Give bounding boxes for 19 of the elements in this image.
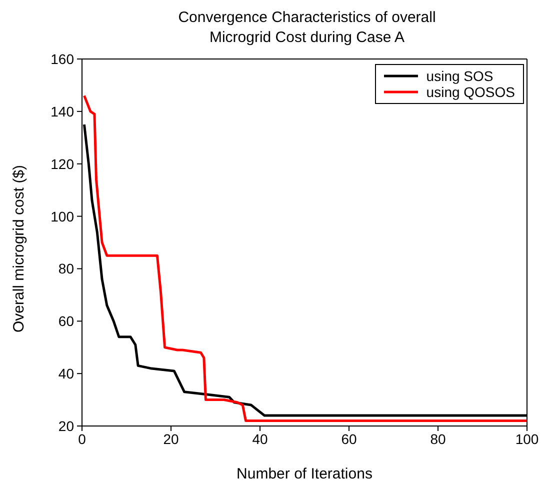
y-tick-label: 40	[58, 366, 74, 382]
y-tick-label: 80	[58, 260, 74, 277]
x-tick-label: 60	[341, 430, 357, 447]
legend-label: using SOS	[426, 68, 494, 84]
y-tick-label: 100	[50, 208, 74, 224]
x-tick-label: 40	[252, 430, 268, 447]
x-tick-label: 20	[163, 430, 179, 447]
y-tick-label: 60	[58, 313, 74, 330]
chart-title: Convergence Characteristics of overall Microgrid Cost during Case A	[177, 8, 437, 48]
legend-label: using QOSOS	[426, 84, 515, 100]
x-axis-title: Number of Iterations	[236, 466, 372, 483]
y-axis-title: Overall microgrid cost ($)	[10, 164, 28, 332]
x-tick-label: 0	[78, 430, 86, 447]
y-tick-label: 160	[50, 50, 74, 67]
y-tick-label: 140	[50, 103, 74, 120]
x-tick-label: 100	[515, 430, 539, 447]
x-tick-label: 80	[430, 430, 446, 447]
y-tick-label: 20	[58, 418, 74, 434]
y-tick-label: 120	[50, 156, 74, 172]
